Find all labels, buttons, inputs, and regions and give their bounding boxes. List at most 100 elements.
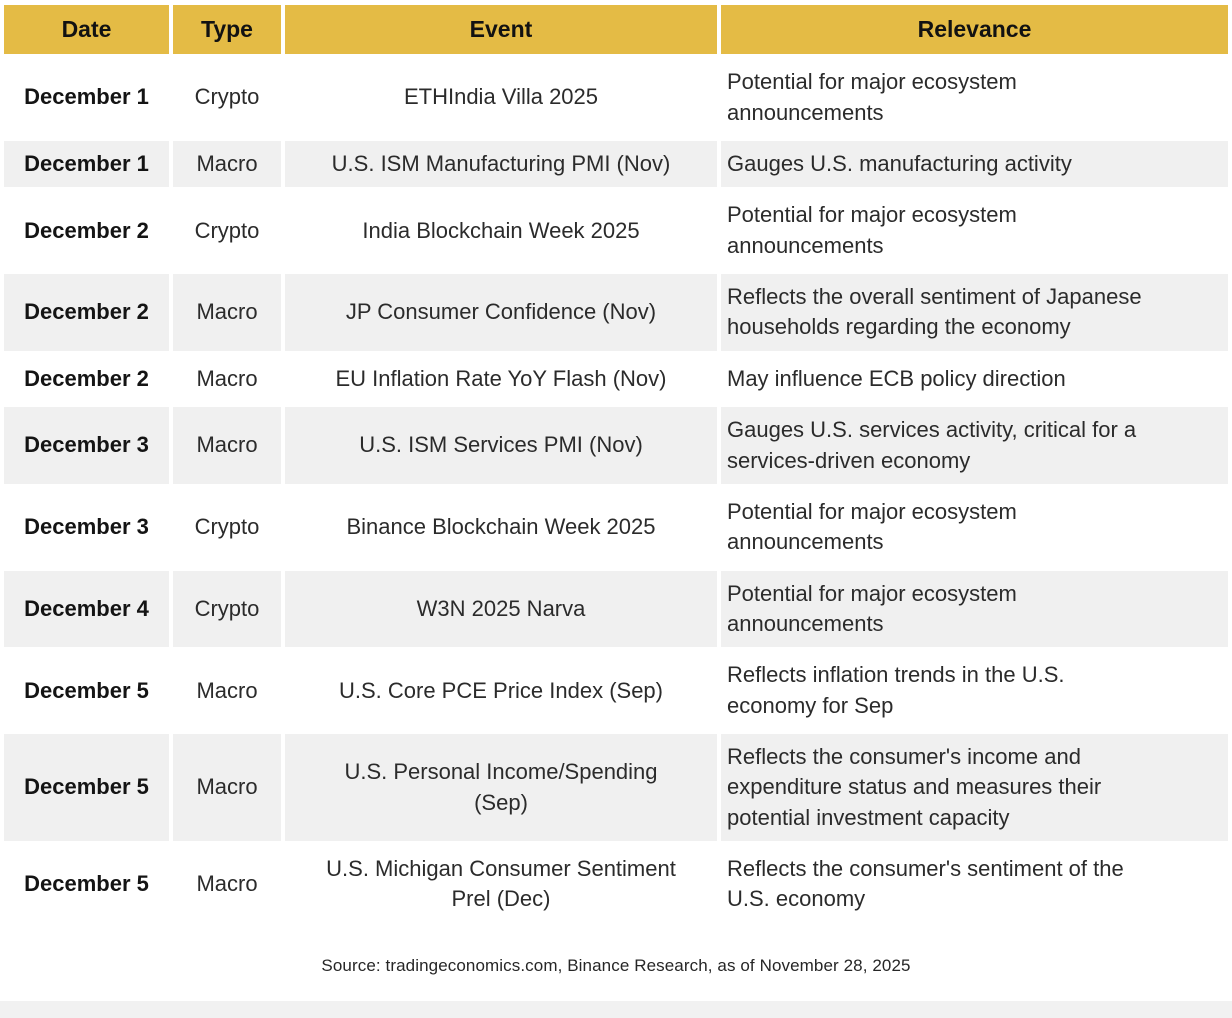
cell-date: December 5 bbox=[4, 734, 169, 842]
cell-event: India Blockchain Week 2025 bbox=[285, 192, 717, 270]
event-text: U.S. Core PCE Price Index (Sep) bbox=[338, 677, 663, 703]
events-table: Date Type Event Relevance December 1 Cryp… bbox=[4, 5, 1228, 923]
cell-type: Macro bbox=[173, 355, 281, 403]
table-row: December 2 Macro JP Consumer Confidence (N… bbox=[4, 274, 1228, 351]
date-text: December 2 bbox=[24, 299, 149, 325]
cell-type: Macro bbox=[173, 141, 281, 188]
cell-type: Crypto bbox=[173, 488, 281, 566]
events-table-body: December 1 Crypto ETHIndia Villa 2025 Poten… bbox=[4, 59, 1228, 923]
event-text: U.S. Michigan Consumer Sentiment Prel (D… bbox=[326, 856, 676, 912]
date-text: December 1 bbox=[24, 151, 149, 177]
event-text: Binance Blockchain Week 2025 bbox=[346, 514, 656, 540]
cell-date: December 5 bbox=[4, 652, 169, 730]
event-text: JP Consumer Confidence (Nov) bbox=[345, 299, 657, 325]
cell-event: W3N 2025 Narva bbox=[285, 570, 717, 648]
event-text: U.S. ISM Services PMI (Nov) bbox=[359, 432, 643, 458]
date-text: December 5 bbox=[24, 774, 149, 800]
column-header-event: Event bbox=[285, 5, 717, 55]
type-text: Macro bbox=[196, 677, 258, 703]
table-row: December 3 Macro U.S. ISM Services PMI (No… bbox=[4, 407, 1228, 484]
cell-event: EU Inflation Rate YoY Flash (Nov) bbox=[285, 355, 717, 403]
cell-type: Macro bbox=[173, 734, 281, 842]
relevance-text: Gauges U.S. manufacturing activity bbox=[727, 151, 1072, 177]
cell-relevance: Potential for major ecosystem announceme… bbox=[721, 488, 1228, 566]
cell-type: Macro bbox=[173, 407, 281, 484]
type-text: Macro bbox=[196, 365, 258, 391]
cell-relevance: Reflects the consumer's sentiment of the… bbox=[721, 846, 1228, 923]
cell-date: December 4 bbox=[4, 570, 169, 648]
table-row: December 1 Macro U.S. ISM Manufacturing PM… bbox=[4, 141, 1228, 188]
column-header-relevance: Relevance bbox=[721, 5, 1228, 55]
cell-type: Crypto bbox=[173, 59, 281, 137]
type-text: Crypto bbox=[194, 217, 260, 243]
footer-strip bbox=[0, 1001, 1232, 1018]
date-text: December 1 bbox=[24, 84, 149, 110]
cell-relevance: Reflects the consumer's income and expen… bbox=[721, 734, 1228, 842]
type-text: Crypto bbox=[194, 84, 260, 110]
table-row: December 4 Crypto W3N 2025 Narva Potential … bbox=[4, 570, 1228, 648]
relevance-text: Reflects the overall sentiment of Japane… bbox=[727, 284, 1142, 340]
type-text: Macro bbox=[196, 151, 258, 177]
cell-event: Binance Blockchain Week 2025 bbox=[285, 488, 717, 566]
table-row: December 2 Crypto India Blockchain Week 20… bbox=[4, 192, 1228, 270]
cell-date: December 3 bbox=[4, 407, 169, 484]
type-text: Crypto bbox=[194, 514, 260, 540]
table-row: December 1 Crypto ETHIndia Villa 2025 Poten… bbox=[4, 59, 1228, 137]
cell-date: December 2 bbox=[4, 274, 169, 351]
cell-relevance: Potential for major ecosystem announceme… bbox=[721, 570, 1228, 648]
relevance-text: May influence ECB policy direction bbox=[727, 365, 1066, 391]
cell-relevance: May influence ECB policy direction bbox=[721, 355, 1228, 403]
date-text: December 5 bbox=[24, 677, 149, 703]
cell-relevance: Reflects inflation trends in the U.S. ec… bbox=[721, 652, 1228, 730]
cell-event: ETHIndia Villa 2025 bbox=[285, 59, 717, 137]
date-text: December 4 bbox=[24, 595, 149, 621]
cell-date: December 3 bbox=[4, 488, 169, 566]
cell-type: Crypto bbox=[173, 192, 281, 270]
event-text: U.S. Personal Income/Spending (Sep) bbox=[344, 759, 658, 815]
cell-relevance: Gauges U.S. services activity, critical … bbox=[721, 407, 1228, 484]
cell-relevance: Potential for major ecosystem announceme… bbox=[721, 192, 1228, 270]
cell-date: December 1 bbox=[4, 141, 169, 188]
cell-event: U.S. Michigan Consumer Sentiment Prel (D… bbox=[285, 846, 717, 923]
relevance-text: Reflects the consumer's income and expen… bbox=[727, 744, 1102, 830]
source-attribution: Source: tradingeconomics.com, Binance Re… bbox=[321, 955, 911, 975]
relevance-text: Potential for major ecosystem announceme… bbox=[727, 202, 1017, 258]
date-text: December 3 bbox=[24, 432, 149, 458]
relevance-text: Potential for major ecosystem announceme… bbox=[727, 69, 1017, 125]
relevance-text: Reflects inflation trends in the U.S. ec… bbox=[727, 662, 1065, 718]
cell-date: December 1 bbox=[4, 59, 169, 137]
date-text: December 2 bbox=[24, 365, 149, 391]
event-text: India Blockchain Week 2025 bbox=[362, 217, 640, 243]
relevance-text: Reflects the consumer's sentiment of the… bbox=[727, 856, 1124, 912]
table-row: December 5 Macro U.S. Personal Income/Spen… bbox=[4, 734, 1228, 842]
cell-type: Macro bbox=[173, 846, 281, 923]
type-text: Macro bbox=[196, 871, 258, 897]
event-text: W3N 2025 Narva bbox=[416, 595, 586, 621]
date-text: December 5 bbox=[24, 871, 149, 897]
date-text: December 2 bbox=[24, 217, 149, 243]
table-row: December 5 Macro U.S. Core PCE Price Index… bbox=[4, 652, 1228, 730]
table-row: December 3 Crypto Binance Blockchain Week … bbox=[4, 488, 1228, 566]
cell-relevance: Reflects the overall sentiment of Japane… bbox=[721, 274, 1228, 351]
cell-type: Macro bbox=[173, 274, 281, 351]
cell-relevance: Gauges U.S. manufacturing activity bbox=[721, 141, 1228, 188]
table-row: December 5 Macro U.S. Michigan Consumer Se… bbox=[4, 846, 1228, 923]
cell-event: U.S. ISM Manufacturing PMI (Nov) bbox=[285, 141, 717, 188]
cell-event: U.S. ISM Services PMI (Nov) bbox=[285, 407, 717, 484]
cell-date: December 2 bbox=[4, 192, 169, 270]
events-table-header: Date Type Event Relevance bbox=[4, 5, 1228, 55]
type-text: Crypto bbox=[194, 595, 260, 621]
relevance-text: Gauges U.S. services activity, critical … bbox=[727, 417, 1137, 473]
relevance-text: Potential for major ecosystem announceme… bbox=[727, 580, 1017, 636]
table-row: December 2 Macro EU Inflation Rate YoY Fla… bbox=[4, 355, 1228, 403]
type-text: Macro bbox=[196, 774, 258, 800]
cell-date: December 5 bbox=[4, 846, 169, 923]
cell-type: Crypto bbox=[173, 570, 281, 648]
event-text: ETHIndia Villa 2025 bbox=[403, 84, 599, 110]
column-header-type: Type bbox=[173, 5, 281, 55]
event-text: EU Inflation Rate YoY Flash (Nov) bbox=[335, 365, 667, 391]
cell-date: December 2 bbox=[4, 355, 169, 403]
cell-event: U.S. Core PCE Price Index (Sep) bbox=[285, 652, 717, 730]
cell-event: JP Consumer Confidence (Nov) bbox=[285, 274, 717, 351]
